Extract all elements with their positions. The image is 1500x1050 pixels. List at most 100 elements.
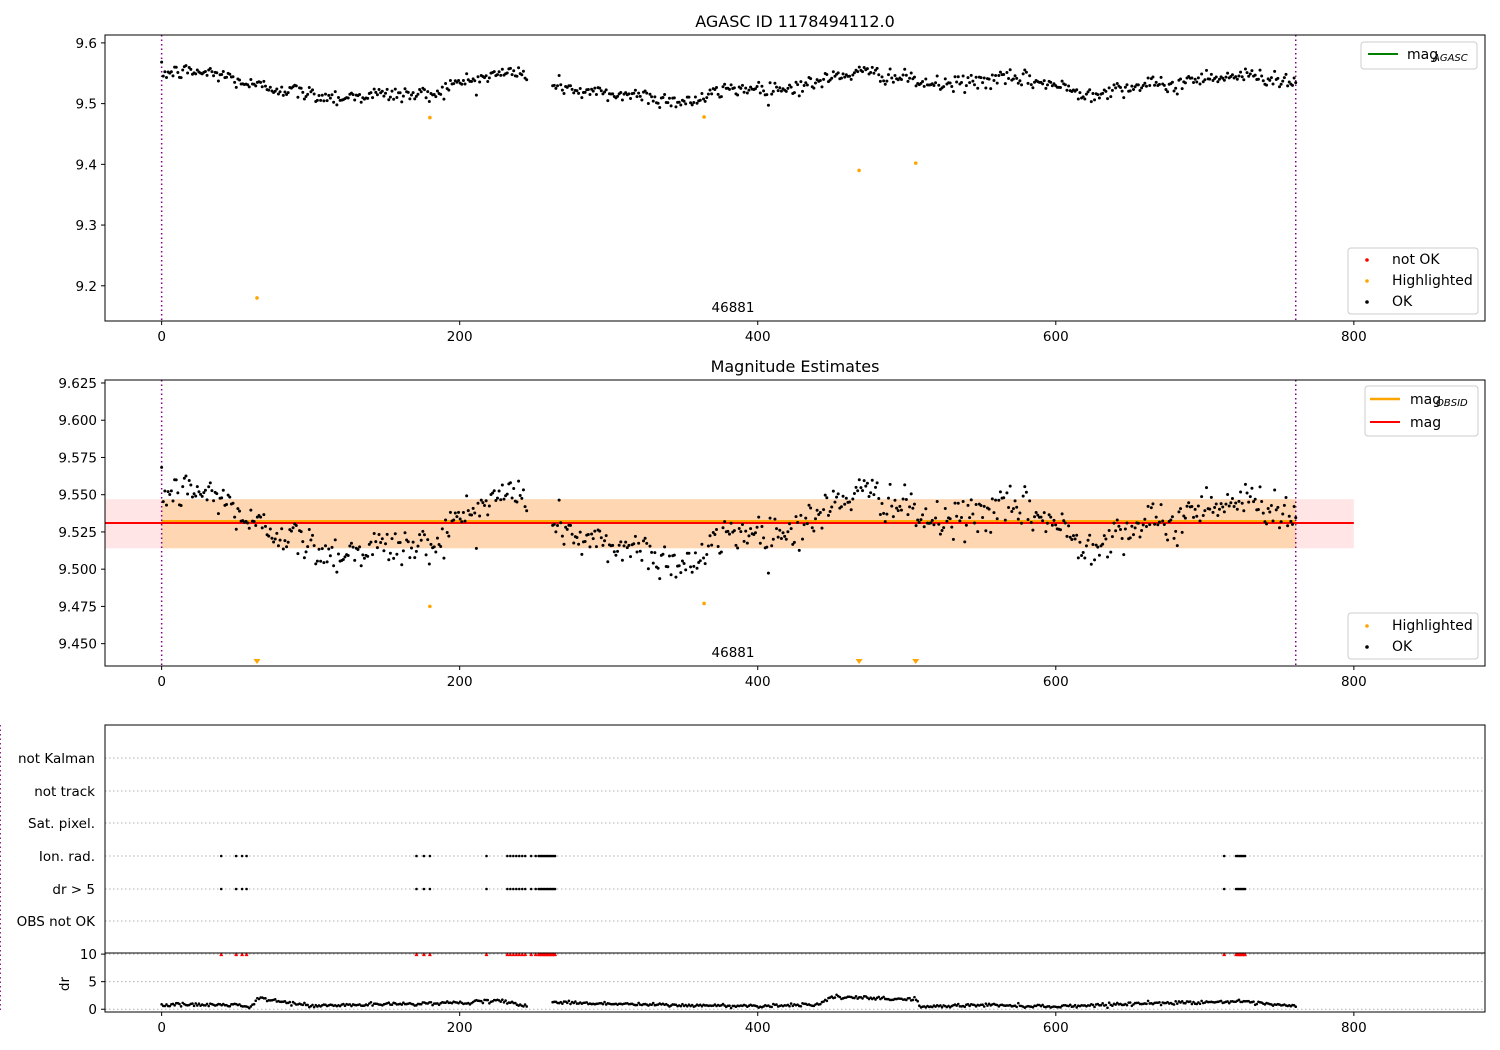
ok-point: [234, 85, 238, 89]
ok-point: [476, 75, 480, 79]
ok-point: [1196, 504, 1200, 508]
ok-point: [409, 93, 413, 97]
ok-point: [1115, 518, 1119, 522]
ok-point: [643, 89, 647, 93]
dr-point: [984, 1002, 988, 1005]
ion-rad-flag-point: [428, 854, 432, 858]
ok-point: [1062, 519, 1066, 523]
ok-point: [444, 82, 448, 86]
dr-point: [728, 1004, 731, 1008]
ok-point: [997, 74, 1001, 78]
ok-point: [974, 75, 978, 79]
ok-point: [932, 523, 936, 527]
ok-point: [690, 570, 694, 574]
ok-point: [225, 75, 229, 79]
ok-point: [299, 86, 303, 90]
ok-point: [1036, 513, 1040, 517]
ok-point: [520, 496, 524, 500]
ok-point: [1245, 71, 1249, 75]
ok-point: [679, 103, 683, 107]
ok-point: [745, 541, 749, 545]
dr-point: [1015, 1005, 1018, 1009]
ok-point: [708, 534, 712, 538]
ok-point: [1240, 501, 1244, 505]
ok-point: [1045, 83, 1049, 87]
ok-point: [786, 530, 790, 534]
ok-point: [453, 511, 457, 515]
ok-point: [1026, 81, 1030, 85]
ok-point: [486, 79, 490, 83]
ok-point: [577, 91, 581, 95]
dr-point: [173, 1004, 176, 1007]
dr-point: [986, 1004, 989, 1007]
ok-point: [390, 537, 394, 541]
x-tick-label: 0: [157, 329, 166, 345]
dr-point: [789, 1002, 793, 1005]
ok-point: [518, 494, 522, 498]
ok-point: [401, 94, 405, 98]
ok-point: [948, 81, 952, 85]
ok-point: [702, 556, 706, 560]
ok-point: [1237, 499, 1241, 503]
ok-point: [642, 539, 646, 543]
ok-point: [1015, 505, 1019, 509]
ok-point: [325, 99, 329, 103]
ok-point: [734, 543, 738, 547]
ok-point: [270, 536, 274, 540]
ok-point: [716, 545, 720, 549]
ok-point: [395, 552, 399, 556]
ok-point: [1024, 490, 1028, 494]
ok-point: [1049, 80, 1053, 84]
ok-point: [1016, 517, 1020, 521]
legend-mag-label: mag: [1410, 415, 1441, 431]
ok-point: [653, 95, 657, 99]
ok-point: [187, 478, 191, 482]
ok-point: [1128, 89, 1132, 93]
ok-point: [1177, 510, 1181, 514]
ok-point: [645, 541, 649, 545]
dr-point: [348, 1003, 352, 1006]
ok-point: [263, 524, 267, 528]
ok-point: [601, 543, 605, 547]
dr-point: [1073, 1003, 1077, 1007]
ok-point: [632, 542, 636, 546]
y-tick-label: 9.525: [58, 525, 97, 541]
ok-point: [956, 501, 960, 505]
dr-point: [561, 1002, 564, 1005]
ok-point: [452, 82, 456, 86]
ok-point: [612, 550, 616, 554]
ok-point: [817, 513, 821, 517]
ok-point: [1253, 73, 1257, 77]
ok-point: [328, 96, 332, 100]
ok-point: [1050, 523, 1054, 527]
ok-point: [650, 95, 654, 99]
ok-point: [689, 101, 693, 105]
ok-point: [593, 86, 597, 90]
ok-point: [455, 515, 459, 519]
ok-point: [706, 544, 710, 548]
ok-point: [809, 77, 813, 81]
ok-point: [656, 101, 660, 105]
dr-gt5-flag-point: [534, 887, 537, 891]
ok-point: [669, 104, 673, 108]
dr-point: [160, 1003, 163, 1006]
ok-point: [461, 79, 465, 83]
ok-point: [578, 530, 582, 534]
ok-point: [680, 559, 684, 563]
ok-point: [260, 85, 264, 89]
ok-point: [161, 74, 165, 78]
ok-point: [586, 87, 590, 91]
y-tick-label: 9.475: [58, 599, 97, 615]
ok-point: [826, 513, 830, 517]
ok-point: [416, 544, 420, 548]
ok-point: [437, 542, 441, 546]
ok-point: [1162, 83, 1166, 87]
dr-point: [861, 997, 864, 1000]
ok-point: [1109, 550, 1113, 554]
ok-point: [1125, 83, 1129, 87]
ok-point: [1130, 524, 1134, 528]
ok-point: [439, 544, 443, 548]
ok-point: [984, 86, 988, 90]
dr-point: [1016, 1001, 1020, 1005]
dr-point: [882, 995, 885, 999]
